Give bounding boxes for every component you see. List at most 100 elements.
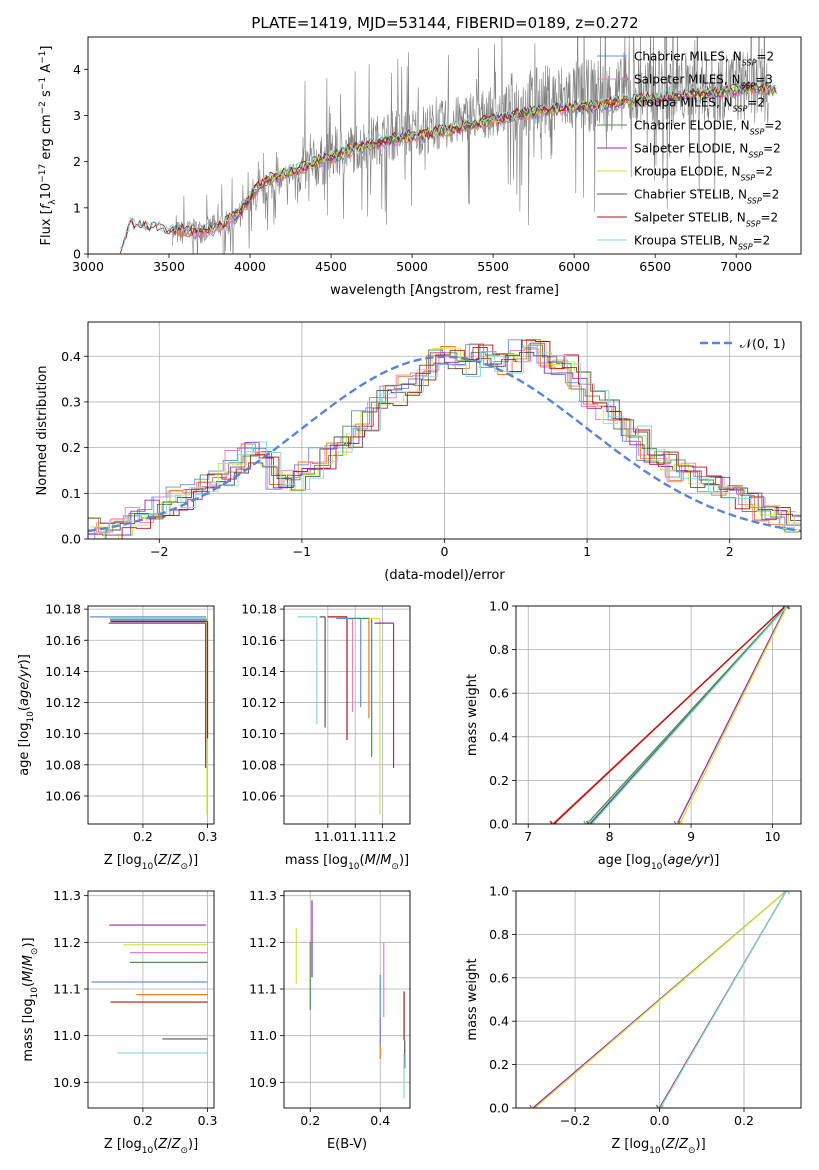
y-tick-label: 11.3 xyxy=(249,888,277,903)
x-tick-label: −1 xyxy=(293,544,311,559)
y-tick-label: 0.6 xyxy=(489,970,509,985)
data-spectrum xyxy=(172,37,769,254)
mass-vs-EBV-panel: 0.2 0.4 10.9 11.0 11.1 11.2 11.3 E(B-V) xyxy=(249,888,411,1152)
y-tick-label: 0.3 xyxy=(61,394,81,409)
residuals-panel: −2 −1 0 1 2 0.0 0.1 0.2 0.3 0.4 (data-model)/error… xyxy=(35,321,802,583)
y-tick-label: 11.1 xyxy=(249,982,277,997)
x-tick-label: 6000 xyxy=(558,259,590,274)
histogram-salpeter-stelib xyxy=(93,339,801,539)
x-tick-label: 7 xyxy=(524,829,532,844)
model-line-kroupa-elodie xyxy=(233,82,777,217)
histogram-kroupa-elodie xyxy=(89,340,801,539)
axes-frame xyxy=(87,321,802,540)
y-tick-label: 11.3 xyxy=(53,888,81,903)
cumulative-line-kroupa-elodie xyxy=(534,891,787,1108)
x-tick-label: 4000 xyxy=(234,259,266,274)
model-line-kroupa-stelib xyxy=(120,80,776,249)
start-marker-kroupa-stelib xyxy=(588,820,596,824)
histogram-salpeter-miles xyxy=(88,348,796,535)
cumulative-line-kroupa-stelib xyxy=(591,606,788,824)
y-tick-label: 11.2 xyxy=(249,935,277,950)
y-tick-label: 0.2 xyxy=(489,1057,509,1072)
x-tick-label: 8 xyxy=(606,829,614,844)
y-tick-label: 3 xyxy=(73,108,81,123)
axes-frame xyxy=(515,605,802,825)
legend-entry-chabrier-miles: Chabrier MILES, NSSP=2 xyxy=(634,50,774,68)
x-tick-label: −0.2 xyxy=(560,1113,590,1128)
y-axis-label: Normed distribution xyxy=(35,366,50,496)
y-tick-label: 11.2 xyxy=(53,935,81,950)
y-tick-label: 10.12 xyxy=(241,695,277,710)
y-tick-label: 10.18 xyxy=(45,602,81,617)
age-vs-Z-panel: 0.2 0.3 10.06 10.08 10.10 10.12 10.14 10.16 10.1… xyxy=(17,602,217,872)
axes-frame xyxy=(283,890,411,1109)
x-tick-label: 0.3 xyxy=(198,829,218,844)
y-tick-label: 0 xyxy=(73,247,81,262)
y-tick-label: 0.4 xyxy=(61,349,81,364)
y-tick-label: 4 xyxy=(73,62,81,77)
x-tick-label: 5000 xyxy=(396,259,428,274)
y-tick-label: 10.16 xyxy=(45,633,81,648)
x-axis-label: mass [log10(M/M⊙)] xyxy=(285,853,409,872)
spectrum-panel: 3000 3500 4000 4500 5000 5500 6000 6500 7000 0 1 2 3… xyxy=(38,36,802,298)
mass-vs-Z-panel: 0.2 0.3 10.9 11.0 11.1 11.2 11.3 Z [log10(Z/Z⊙)… xyxy=(21,888,217,1156)
age-vs-mass-panel: 11.0 11.1 11.2 10.06 10.08 10.10 10.12 10.14 10.… xyxy=(241,602,411,872)
legend-entry-kroupa-stelib: Kroupa STELIB, NSSP=2 xyxy=(634,234,770,252)
start-marker-kroupa-miles xyxy=(550,820,558,824)
model-line-chabrier-miles xyxy=(172,85,776,240)
x-tick-label: 7000 xyxy=(720,259,752,274)
x-tick-label: 0.2 xyxy=(133,829,153,844)
x-tick-label: −2 xyxy=(150,544,168,559)
y-tick-label: 0.4 xyxy=(489,729,509,744)
y-tick-label: 0.0 xyxy=(489,1101,509,1116)
cumulative-line-kroupa-elodie xyxy=(679,606,788,824)
legend-entry-gaussian: 𝒩(0, 1) xyxy=(740,336,786,351)
y-axis-label: mass [log10(M/M⊙)] xyxy=(21,937,40,1061)
panels: 3000 3500 4000 4500 5000 5500 6000 6500 7000 0 1 2 3… xyxy=(17,36,802,1156)
y-tick-label: 10.9 xyxy=(53,1075,81,1090)
end-marker-kroupa-stelib xyxy=(782,891,790,895)
x-tick-label: 3000 xyxy=(72,259,104,274)
figure-title: PLATE=1419, MJD=53144, FIBERID=0189, z=0… xyxy=(251,14,638,32)
axes-frame xyxy=(87,890,215,1109)
y-tick-label: 1 xyxy=(73,200,81,215)
x-tick-label: 6500 xyxy=(639,259,671,274)
y-tick-label: 0.2 xyxy=(61,440,81,455)
y-tick-label: 10.12 xyxy=(45,695,81,710)
axes-frame xyxy=(283,605,411,825)
cumulative-mass-weight-Z-panel: −0.2 0.0 0.2 0.0 0.2 0.4 0.6 0.8 1.0 Z [log10(Z/Z… xyxy=(465,884,802,1156)
spectrum-plot-area xyxy=(119,37,777,254)
mass-vs-EBV-plot-area xyxy=(295,900,406,1099)
y-tick-label: 0.1 xyxy=(61,486,81,501)
x-tick-label: 11.1 xyxy=(341,829,369,844)
cumulative-line-salpeter-elodie xyxy=(676,606,787,824)
x-axis-label: Z [log10(Z/Z⊙)] xyxy=(104,853,198,872)
axes-frame xyxy=(87,36,802,255)
cumulative-line-chabrier-elodie xyxy=(586,606,787,824)
y-tick-label: 10.06 xyxy=(45,788,81,803)
x-tick-label: 0 xyxy=(441,544,449,559)
x-tick-label: 3500 xyxy=(153,259,185,274)
y-tick-label: 11.1 xyxy=(53,982,81,997)
cumulative-mass-weight-age-plot-area xyxy=(549,606,791,824)
y-tick-label: 0.0 xyxy=(489,817,509,832)
y-tick-label: 10.14 xyxy=(241,664,277,679)
model-line-salpeter-stelib xyxy=(119,81,776,254)
legend-entry-salpeter-miles: Salpeter MILES, NSSP=3 xyxy=(634,73,773,91)
x-tick-label: 1 xyxy=(583,544,591,559)
y-axis-label: mass weight xyxy=(465,674,480,756)
end-marker-kroupa-stelib xyxy=(783,606,791,610)
cumulative-line-salpeter-stelib xyxy=(553,606,786,824)
y-tick-label: 10.18 xyxy=(241,602,277,617)
x-tick-label: 0.2 xyxy=(133,1113,153,1128)
y-tick-label: 10.06 xyxy=(241,788,277,803)
legend-entry-kroupa-elodie: Kroupa ELODIE, NSSP=2 xyxy=(634,165,773,183)
legend-entry-chabrier-stelib: Chabrier STELIB, NSSP=2 xyxy=(634,188,779,206)
x-axis-label: Z [log10(Z/Z⊙)] xyxy=(611,1137,705,1156)
x-tick-label: 11.2 xyxy=(369,829,397,844)
x-axis-label: wavelength [Angstrom, rest frame] xyxy=(330,283,559,298)
x-tick-label: 11.0 xyxy=(314,829,342,844)
y-axis-label: mass weight xyxy=(465,958,480,1040)
histogram-kroupa-miles xyxy=(88,339,798,533)
